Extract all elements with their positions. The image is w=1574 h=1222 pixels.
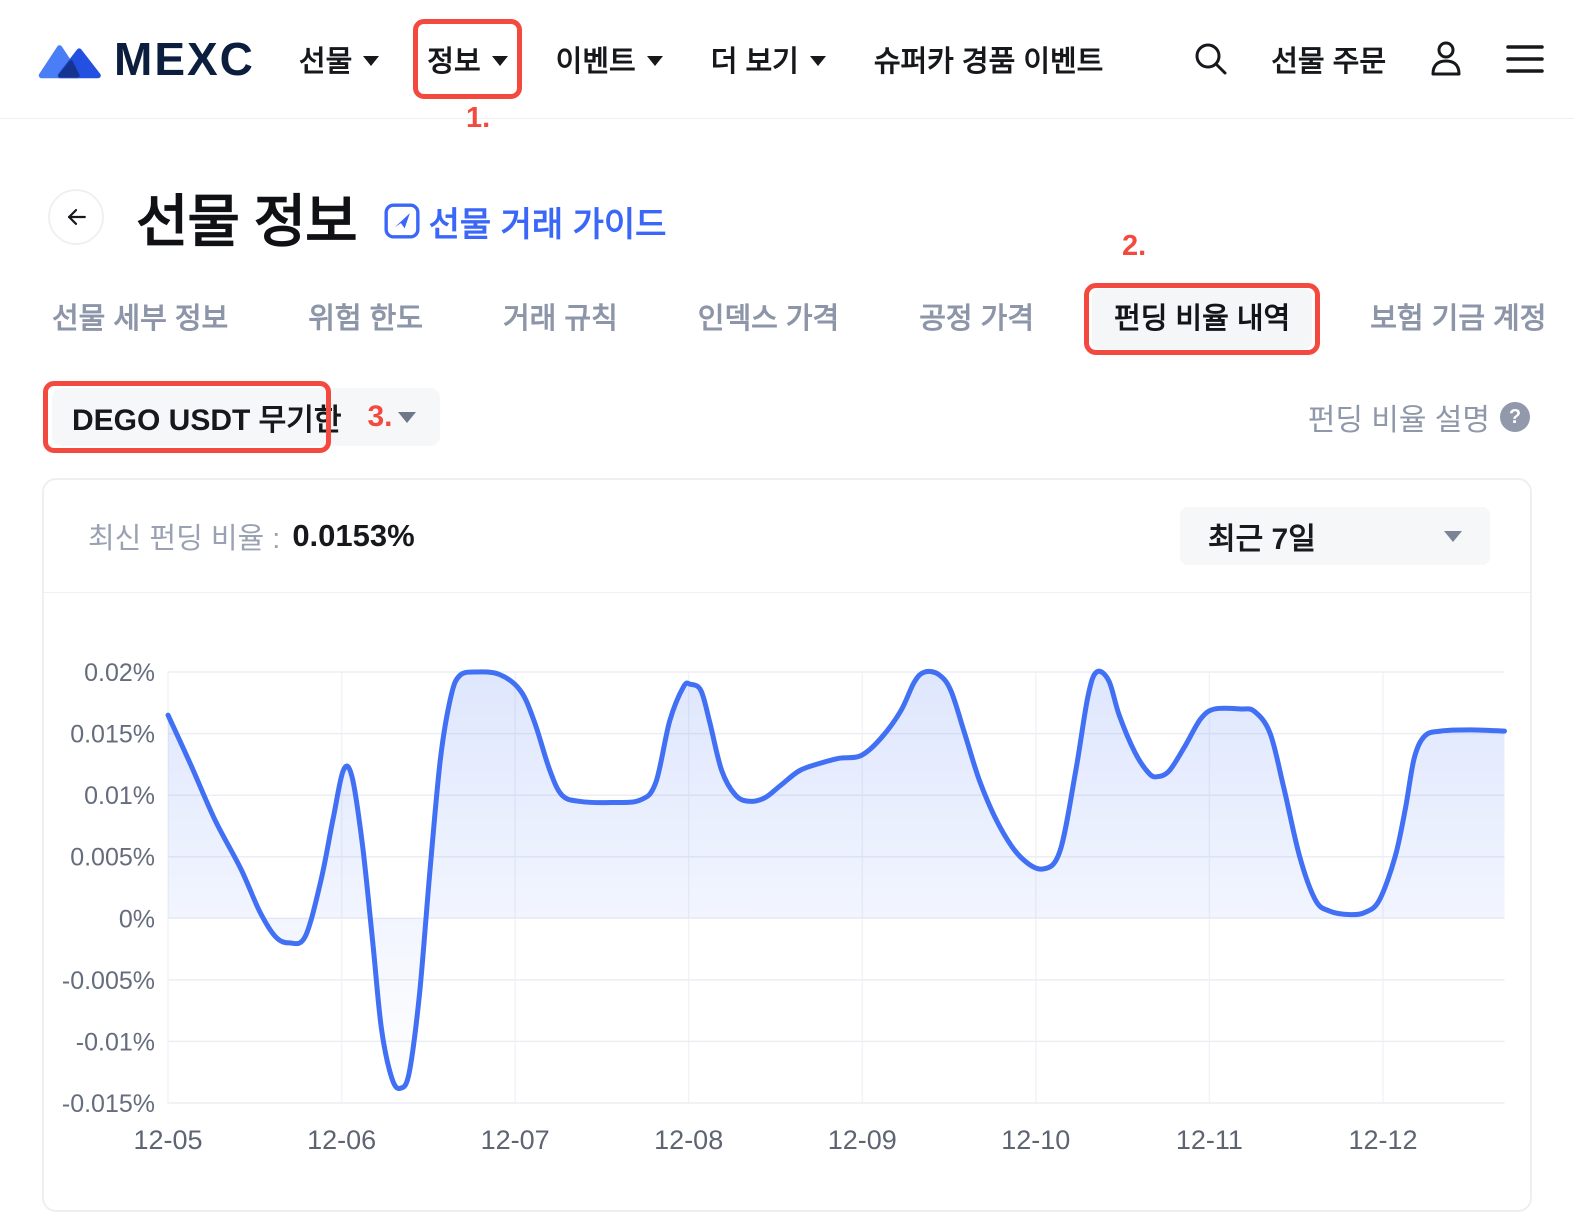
funding-rate-line	[165, 668, 1507, 1092]
guide-book-icon	[384, 203, 420, 239]
svg-text:12-06: 12-06	[307, 1125, 376, 1155]
svg-text:12-12: 12-12	[1348, 1125, 1417, 1155]
tab-2[interactable]: 위험 한도	[308, 300, 423, 338]
funding-rate-chart-area: 0.02% 0.015% 0.01% 0.005% 0% -0.005% -0.01% -0.…	[44, 593, 1530, 1212]
chevron-down-icon	[491, 56, 508, 66]
search-icon[interactable]	[1193, 41, 1229, 77]
funding-rate-area	[168, 671, 1505, 1089]
date-range-value: 최근 7일	[1208, 523, 1316, 556]
chevron-down-icon	[1444, 530, 1462, 542]
annotation-step-3: 3.	[367, 400, 393, 433]
nav-item-2[interactable]: 정보	[413, 19, 522, 99]
nav-item-label: 이벤트	[555, 46, 636, 78]
tab-label: 거래 규칙	[502, 303, 618, 335]
mexc-logo[interactable]: MEXC	[36, 32, 255, 86]
contract-select-value: DEGO USDT 무기한	[72, 404, 342, 437]
svg-text:0%: 0%	[119, 905, 155, 933]
svg-text:12-09: 12-09	[828, 1125, 897, 1155]
nav-item-label: 더 보기	[710, 46, 799, 78]
nav-item-1[interactable]: 선물	[298, 38, 380, 80]
header-actions: 선물 주문	[1193, 38, 1544, 80]
mexc-logo-icon	[38, 45, 101, 79]
svg-text:12-11: 12-11	[1176, 1125, 1243, 1155]
nav-item-3[interactable]: 이벤트	[556, 38, 663, 80]
nav-item-label: 정보	[427, 46, 481, 78]
user-icon[interactable]	[1428, 40, 1464, 78]
svg-text:-0.01%: -0.01%	[76, 1028, 155, 1056]
x-axis-labels: 12-05 12-06 12-07 12-08 12-09 12-10 12-11 12-12	[133, 1125, 1417, 1155]
tab-3[interactable]: 거래 규칙	[503, 300, 618, 338]
tab-1[interactable]: 선물 세부 정보	[52, 300, 228, 338]
funding-rate-card-header: 최신 펀딩 비율 : 0.0153% 최근 7일	[44, 480, 1530, 593]
tab-label: 인덱스 가격	[697, 303, 840, 335]
funding-rate-help-label: 펀딩 비율 설명	[1307, 404, 1490, 437]
chevron-down-icon	[398, 411, 416, 423]
back-button[interactable]	[48, 189, 104, 245]
info-tabs: 선물 세부 정보 위험 한도 거래 규칙 인덱스 가격 공정 가격 펀딩 비율 내역 보험 …	[52, 283, 1546, 355]
annotation-step-2: 2.	[1122, 230, 1147, 262]
mexc-logo-text: MEXC	[114, 33, 255, 85]
main-nav: 선물 정보 이벤트 더 보기 슈퍼카 경품 이벤트	[298, 19, 1104, 99]
svg-text:12-08: 12-08	[654, 1125, 723, 1155]
tab-4[interactable]: 인덱스 가격	[698, 300, 839, 338]
nav-item-5[interactable]: 슈퍼카 경품 이벤트	[874, 38, 1104, 80]
tab-label: 펀딩 비율 내역	[1114, 303, 1291, 335]
tab-label: 선물 세부 정보	[52, 303, 229, 335]
contract-select[interactable]: DEGO USDT 무기한 3.	[43, 381, 440, 453]
svg-text:0.02%: 0.02%	[84, 659, 155, 687]
funding-rate-help[interactable]: 펀딩 비율 설명 ?	[1308, 395, 1530, 439]
nav-item-4[interactable]: 더 보기	[711, 38, 826, 80]
menu-icon[interactable]	[1506, 43, 1544, 75]
svg-text:0.01%: 0.01%	[84, 782, 155, 810]
nav-item-label: 슈퍼카 경품 이벤트	[873, 46, 1104, 78]
date-range-select[interactable]: 최근 7일	[1180, 507, 1490, 565]
tab-6[interactable]: 펀딩 비율 내역	[1084, 283, 1321, 355]
svg-text:12-10: 12-10	[1001, 1125, 1070, 1155]
tab-7[interactable]: 보험 기금 계정	[1370, 300, 1546, 338]
funding-rate-card: 최신 펀딩 비율 : 0.0153% 최근 7일 0.02% 0.015% 0.01…	[42, 478, 1532, 1212]
top-nav-bar: MEXC 선물 정보 이벤트 더 보기 슈퍼카 경품 이벤트 선물 주문	[0, 0, 1574, 119]
page-title-row: 선물 정보 선물 거래 가이드	[48, 176, 666, 258]
chevron-down-icon	[363, 56, 380, 66]
svg-text:-0.005%: -0.005%	[62, 967, 155, 995]
selector-row: DEGO USDT 무기한 3. 펀딩 비율 설명 ?	[43, 381, 1530, 453]
tab-label: 공정 가격	[919, 303, 1035, 335]
y-axis-labels: 0.02% 0.015% 0.01% 0.005% 0% -0.005% -0.01% -0.…	[62, 659, 155, 1118]
futures-order-link[interactable]: 선물 주문	[1271, 46, 1386, 78]
back-arrow-icon	[68, 209, 86, 225]
chevron-down-icon	[646, 56, 663, 66]
annotation-step-1: 1.	[466, 102, 491, 134]
tab-label: 보험 기금 계정	[1370, 303, 1547, 335]
svg-text:-0.015%: -0.015%	[62, 1090, 155, 1118]
guide-link-label: 선물 거래 가이드	[428, 205, 667, 244]
latest-funding-label: 최신 펀딩 비율 :	[88, 523, 281, 555]
funding-rate-chart: 0.02% 0.015% 0.01% 0.005% 0% -0.005% -0.01% -0.…	[62, 659, 1507, 1155]
latest-funding-value: 0.0153%	[292, 518, 415, 553]
svg-text:0.005%: 0.005%	[70, 844, 155, 872]
chevron-down-icon	[809, 56, 826, 66]
svg-text:12-05: 12-05	[133, 1125, 202, 1155]
tab-5[interactable]: 공정 가격	[919, 300, 1034, 338]
page-title: 선물 정보	[136, 190, 358, 254]
question-mark-icon: ?	[1500, 402, 1530, 432]
svg-text:12-07: 12-07	[481, 1125, 550, 1155]
nav-item-label: 선물	[298, 46, 353, 78]
svg-text:0.015%: 0.015%	[70, 721, 155, 749]
tab-label: 위험 한도	[308, 303, 423, 335]
futures-guide-link[interactable]: 선물 거래 가이드	[383, 197, 667, 246]
